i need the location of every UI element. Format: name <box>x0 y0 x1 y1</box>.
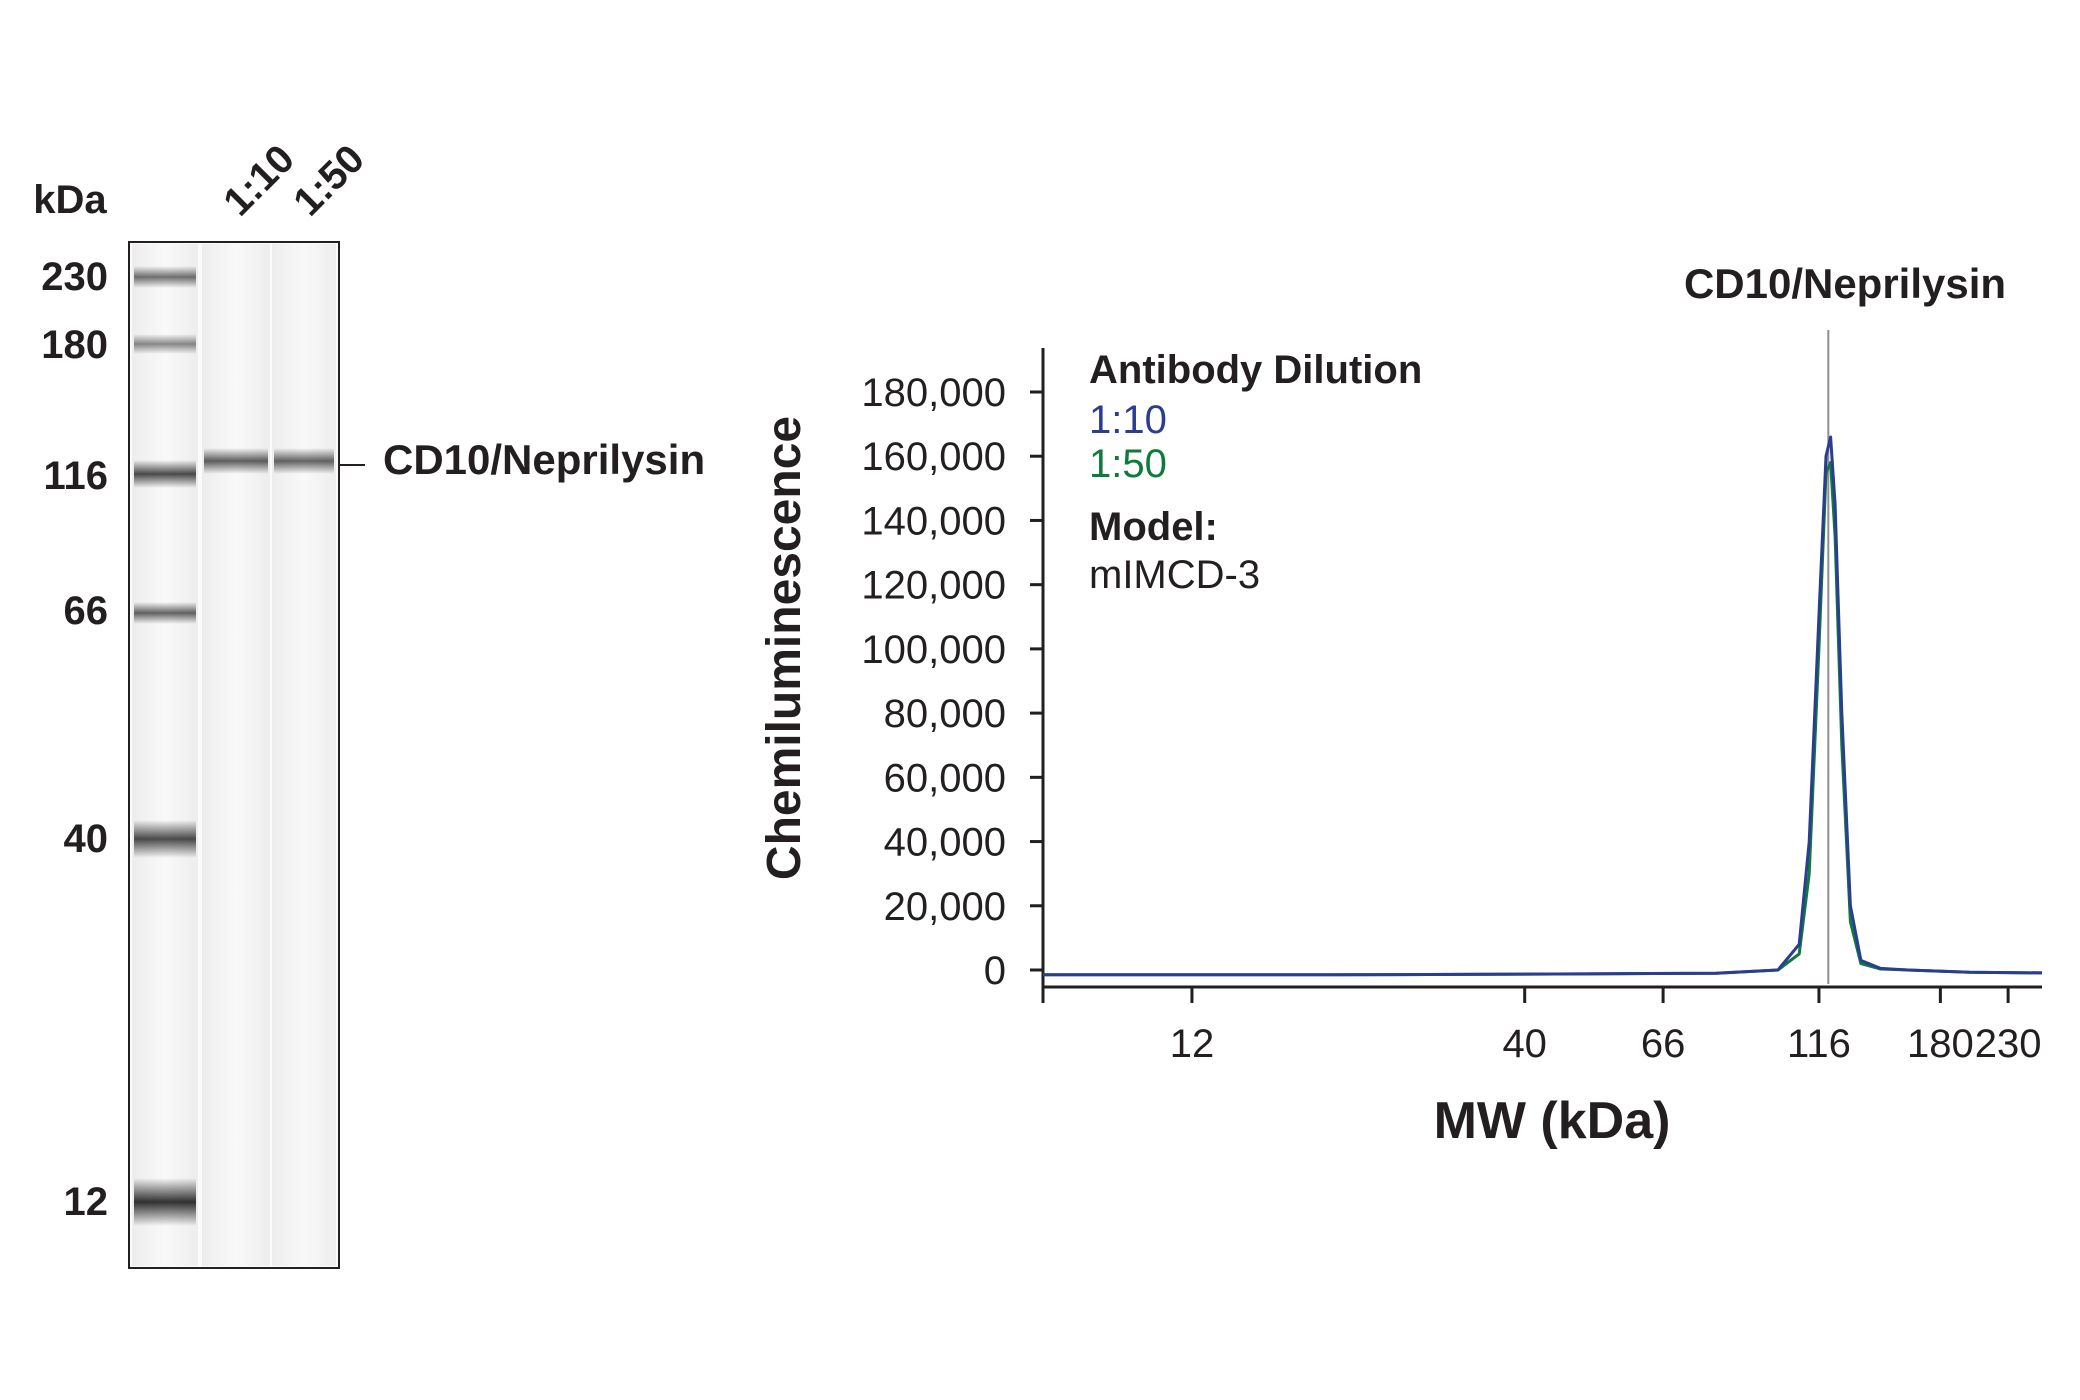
band-label: CD10/Neprilysin <box>383 436 705 483</box>
x-ticks: 12 40 66 116 180 230 <box>1170 987 2042 1066</box>
y-tick-label: 40,000 <box>884 821 1006 865</box>
y-axis-label: Chemiluminescence <box>758 416 811 880</box>
lane-label-1-10: 1:10 <box>215 137 303 225</box>
series-line-1-10 <box>1043 435 2043 977</box>
sample-lane-1 <box>202 244 270 1266</box>
ladder-band-66 <box>134 602 196 624</box>
x-tick-label: 66 <box>1641 1022 1686 1066</box>
sample-band-1-50 <box>274 448 334 474</box>
ladder-band-40 <box>134 820 196 858</box>
marker-label-180: 180 <box>41 323 108 367</box>
lane-label-1-50: 1:50 <box>285 137 373 225</box>
marker-label-40: 40 <box>64 817 109 861</box>
ladder-band-12 <box>134 1178 196 1226</box>
marker-label-66: 66 <box>64 589 109 633</box>
marker-label-116: 116 <box>43 454 108 498</box>
ladder-band-116 <box>134 460 196 488</box>
marker-label-230: 230 <box>41 255 108 299</box>
y-tick-label: 160,000 <box>861 435 1006 479</box>
sample-lane-2 <box>272 244 336 1266</box>
y-tick-label: 100,000 <box>861 628 1006 672</box>
x-tick-label: 12 <box>1170 1022 1215 1066</box>
legend-title: Antibody Dilution <box>1089 348 1422 392</box>
y-tick-label: 60,000 <box>884 756 1006 800</box>
y-tick-label: 0 <box>984 949 1006 993</box>
y-tick-label: 80,000 <box>884 692 1006 736</box>
y-tick-label: 180,000 <box>861 371 1006 415</box>
chart-title: CD10/Neprilysin <box>1684 260 2006 307</box>
y-tick-label: 140,000 <box>861 499 1006 543</box>
legend-series-1-50: 1:50 <box>1089 442 1167 486</box>
legend-series-1-10: 1:10 <box>1089 398 1167 442</box>
legend: Antibody Dilution 1:10 1:50 Model: mIMCD… <box>1089 348 1422 597</box>
legend-model-label: Model: <box>1089 505 1218 549</box>
legend-model-value: mIMCD-3 <box>1089 553 1260 597</box>
x-tick-label: 40 <box>1502 1022 1547 1066</box>
y-tick-label: 20,000 <box>884 885 1006 929</box>
blot-panel: kDa 230 180 116 66 40 12 1:10 1:50 CD10/… <box>33 137 705 1269</box>
x-tick-label: 230 <box>1975 1022 2042 1066</box>
y-ticks: 0 20,000 40,000 60,000 80,000 100,000 120,000 1… <box>861 371 1043 993</box>
x-axis-label: MW (kDa) <box>1434 1092 1671 1150</box>
y-tick-label: 120,000 <box>861 564 1006 608</box>
kda-label: kDa <box>33 178 107 222</box>
x-tick-label: 180 <box>1907 1022 1974 1066</box>
ladder-band-180 <box>134 334 196 354</box>
ladder-band-230 <box>134 266 196 288</box>
plot-panel: CD10/Neprilysin 0 20,000 40,000 60,000 80,00… <box>758 260 2043 1150</box>
marker-label-12: 12 <box>64 1180 109 1224</box>
ladder-lane <box>132 244 198 1266</box>
series-lines <box>1043 435 2043 977</box>
sample-band-1-10 <box>204 448 268 474</box>
x-tick-label: 116 <box>1787 1022 1851 1066</box>
